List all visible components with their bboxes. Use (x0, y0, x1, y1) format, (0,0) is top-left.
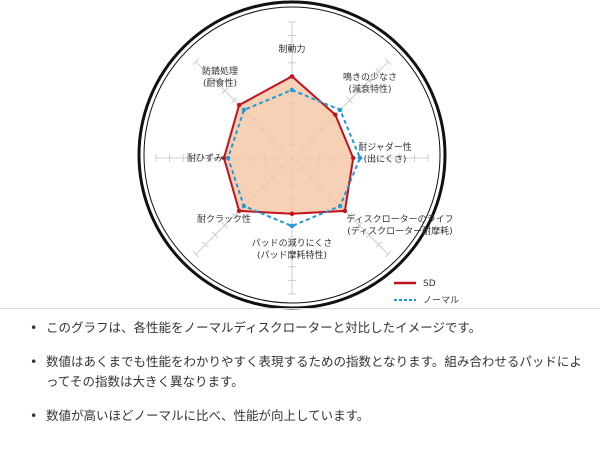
axis-sublabel: (パッド摩耗特性) (257, 249, 327, 261)
axis-tick (375, 68, 382, 75)
note-item: • このグラフは、各性能をノーマルディスクローターと対比したイメージです。 (0, 318, 600, 338)
axis-tick (384, 58, 392, 66)
data-point (333, 112, 338, 117)
axis-tick (192, 58, 200, 66)
data-point (337, 203, 343, 209)
data-point (289, 87, 295, 93)
series-sd-polygon (222, 75, 355, 215)
disc-inner-ring (143, 6, 441, 304)
data-point (241, 203, 247, 209)
bullet: • (30, 354, 38, 369)
axis-label: 防錆処理 (202, 65, 238, 77)
axis-tick (356, 87, 363, 94)
axis-tick (221, 87, 228, 94)
note-item: • 数値が高いほどノーマルに比べ、性能が向上しています。 (0, 406, 600, 426)
axis-label: ディスクローターのライフ (346, 213, 453, 225)
axis-tick (231, 97, 238, 104)
note-text: 数値が高いほどノーマルに比べ、性能が向上しています。 (46, 408, 370, 423)
data-point (289, 74, 295, 79)
data-point (225, 155, 231, 161)
data-point (342, 208, 348, 214)
notes-list: • このグラフは、各性能をノーマルディスクローターと対比したイメージです。 • 数値… (0, 318, 600, 440)
note-item: • 数値はあくまでも性能をわかりやすく表現するための指数となります。組み合わせるパ… (0, 352, 600, 392)
legend-label-normal: ノーマル (423, 296, 459, 306)
axis-tick (384, 250, 392, 258)
data-point (236, 208, 242, 214)
data-point (221, 155, 227, 161)
radar-chart: 制動力鳴きの少なさ(減衰特性)耐ジャダー性(出にくさ)ディスクローターのライフ(… (137, 0, 459, 310)
axis-label: 鳴きの少なさ (343, 71, 397, 83)
data-point (351, 155, 356, 161)
data-point (289, 223, 295, 229)
data-point (357, 155, 363, 161)
axis-tick (211, 77, 219, 85)
axis-tick (375, 241, 382, 248)
bullet: • (30, 320, 38, 335)
axis-label: パッドの減りにくさ (252, 237, 333, 249)
data-point (289, 211, 295, 216)
axis-tick (202, 68, 209, 75)
axis-tick (346, 97, 353, 104)
axis-tick (192, 250, 200, 258)
divider (0, 308, 600, 309)
axis-sublabel: (出にくさ) (364, 153, 407, 165)
axis-label: 耐クラック性 (197, 213, 251, 225)
bullet: • (30, 408, 38, 423)
axis-sublabel: (減衰特性) (348, 83, 391, 95)
axis-tick (365, 231, 373, 239)
legend: SD ノーマル (394, 279, 459, 306)
axis-label: 耐ひずみ (187, 152, 223, 164)
axis-tick (202, 241, 209, 248)
axis-tick (365, 77, 373, 85)
axis-label: 制動力 (278, 43, 305, 55)
axis-sublabel: (耐食性) (203, 77, 237, 89)
axis-tick (231, 212, 238, 219)
note-text: このグラフは、各性能をノーマルディスクローターと対比したイメージです。 (46, 320, 482, 335)
axis-tick (221, 222, 228, 229)
data-point (337, 107, 343, 113)
axis-sublabel: (ディスクローター耐摩耗) (347, 225, 452, 237)
axis-tick (356, 222, 363, 229)
legend-label-sd: SD (423, 279, 436, 289)
note-text: 数値はあくまでも性能をわかりやすく表現するための指数となります。組み合わせるパッ… (46, 354, 582, 389)
data-point (236, 102, 242, 108)
axis-tick (211, 231, 219, 239)
axis-label: 耐ジャダー性 (358, 141, 412, 153)
axis-tick (346, 212, 353, 219)
data-point (241, 107, 247, 113)
series-normal-polygon (227, 88, 362, 228)
